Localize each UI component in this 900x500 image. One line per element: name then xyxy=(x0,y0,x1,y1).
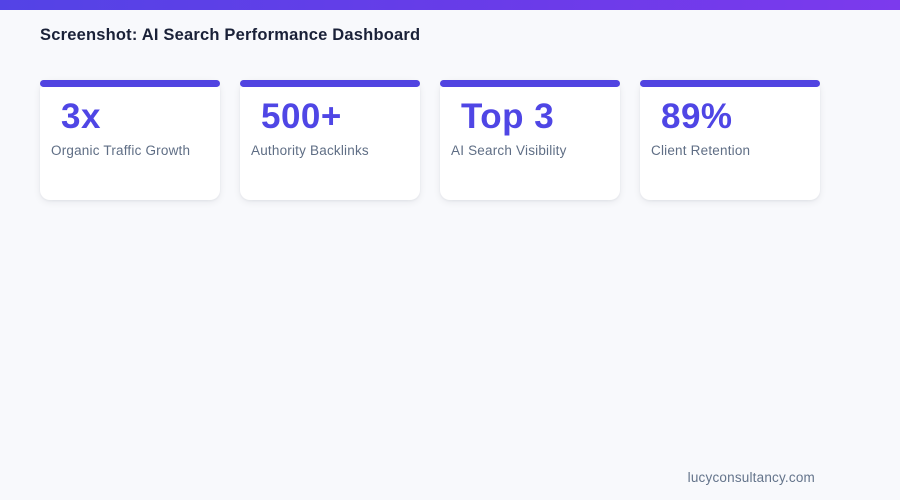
stat-label: Client Retention xyxy=(651,143,751,158)
page-title: Screenshot: AI Search Performance Dashbo… xyxy=(40,26,421,44)
footer-domain-text: lucyconsultancy.com xyxy=(687,470,815,485)
stat-value: 3x xyxy=(61,97,101,136)
top-accent-bar xyxy=(0,0,900,10)
stat-label: Authority Backlinks xyxy=(251,143,369,158)
stat-card-organic-traffic: 3x Organic Traffic Growth xyxy=(40,80,220,200)
stat-value: 500+ xyxy=(261,97,342,136)
stat-value: 89% xyxy=(661,97,733,136)
stat-card-authority-backlinks: 500+ Authority Backlinks xyxy=(240,80,420,200)
stat-card-ai-search-visibility: Top 3 AI Search Visibility xyxy=(440,80,620,200)
stat-label: AI Search Visibility xyxy=(451,143,567,158)
stat-value: Top 3 xyxy=(461,97,555,136)
stat-label: Organic Traffic Growth xyxy=(51,143,191,158)
card-accent-bar xyxy=(40,80,220,87)
stats-cards-row: 3x Organic Traffic Growth 500+ Authority… xyxy=(40,80,820,200)
card-accent-bar xyxy=(440,80,620,87)
card-accent-bar xyxy=(640,80,820,87)
card-accent-bar xyxy=(240,80,420,87)
stat-card-client-retention: 89% Client Retention xyxy=(640,80,820,200)
